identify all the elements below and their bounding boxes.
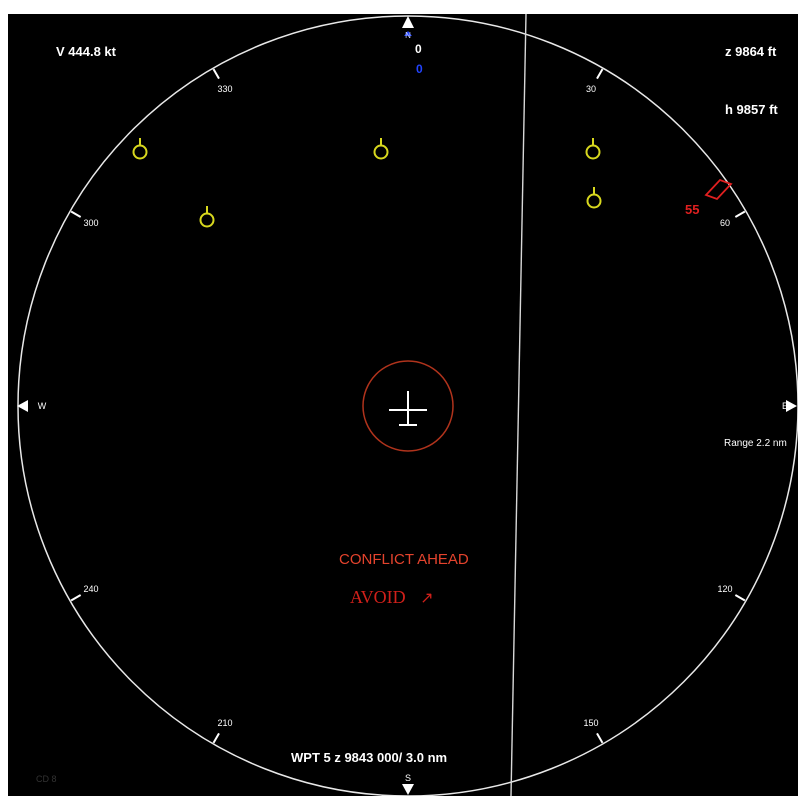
compass-tick-label: 150 (583, 718, 598, 728)
footer-code: CD 8 (36, 774, 57, 784)
altitude-z-readout: z 9864 ft (725, 44, 777, 59)
waypoint-readout: WPT 5 z 9843 000/ 3.0 nm (291, 750, 448, 765)
ownship-aircraft-icon (389, 391, 427, 426)
avoid-advisory: AVOID ↗ (350, 587, 434, 608)
compass-tick-label: 240 (84, 584, 99, 594)
ownship-range-ring (362, 360, 454, 452)
radar-scope: 30 60 120 150 210 240 300 330 N S E W (17, 14, 798, 796)
radar-display: 30 60 120 150 210 240 300 330 N S E W (8, 14, 798, 796)
compass-tick-labels: 30 60 120 150 210 240 300 330 (84, 84, 733, 728)
east-arrow-icon (786, 400, 797, 412)
conflict-alert-text: CONFLICT AHEAD (339, 551, 469, 568)
compass-tick-label: 210 (217, 718, 232, 728)
compass-tick (734, 210, 746, 218)
heading-sub-readout: 0 (416, 62, 423, 76)
north-arrow-icon (402, 16, 414, 28)
west-label: W (38, 401, 47, 411)
compass-tick-label: 330 (217, 84, 232, 94)
east-label: E (782, 401, 788, 411)
avoid-text: AVOID (350, 587, 406, 607)
north-label: N (405, 31, 411, 40)
compass-tick (212, 732, 220, 744)
compass-tick-label: 30 (586, 84, 596, 94)
waypoint-marker[interactable] (199, 206, 215, 228)
compass-ticks (70, 68, 746, 744)
waypoint-marker[interactable] (586, 187, 602, 209)
heading-readout: 0 (415, 42, 422, 56)
altitude-h-readout: h 9857 ft (725, 102, 778, 117)
compass-tick (734, 594, 746, 602)
compass-tick (596, 732, 604, 744)
compass-tick-label: 300 (84, 218, 99, 228)
range-readout: Range 2.2 nm (724, 438, 787, 449)
west-arrow-icon (17, 400, 28, 412)
compass-tick-label: 60 (720, 218, 730, 228)
south-label: S (405, 773, 411, 783)
avoid-arrow-icon: ↗ (420, 588, 434, 607)
compass-tick (70, 210, 82, 218)
north-marker-icon (404, 31, 412, 36)
compass-tick (596, 68, 604, 80)
waypoint-marker[interactable] (585, 138, 601, 160)
waypoint-marker[interactable] (373, 138, 389, 160)
track-line (510, 14, 527, 796)
intruder-label: 55 (685, 202, 699, 217)
speed-readout: V 444.8 kt (56, 44, 116, 59)
intruder-aircraft-icon[interactable] (704, 178, 733, 201)
compass-tick-label: 120 (717, 584, 732, 594)
compass-tick (212, 68, 220, 80)
south-arrow-icon (402, 784, 414, 795)
compass-tick (70, 594, 82, 602)
waypoint-marker[interactable] (132, 138, 148, 160)
